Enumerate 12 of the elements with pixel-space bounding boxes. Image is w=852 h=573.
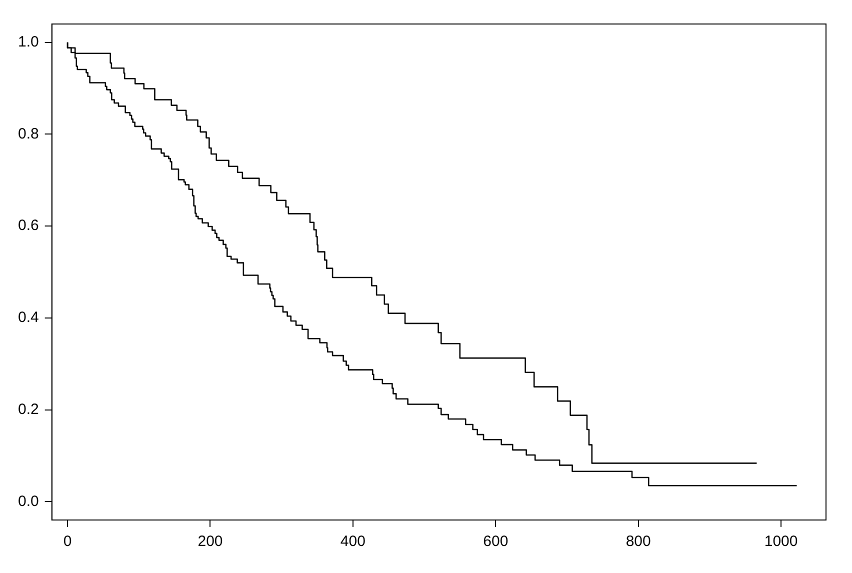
x-tick-label: 200 [198, 533, 223, 550]
y-tick-label: 1.0 [18, 34, 39, 51]
y-tick-label: 0.8 [18, 125, 39, 142]
x-tick-label: 600 [483, 533, 508, 550]
x-tick-label: 400 [340, 533, 366, 550]
y-tick-label: 0.4 [18, 309, 39, 326]
x-tick-label: 0 [63, 533, 72, 550]
x-tick-label: 800 [626, 533, 651, 550]
y-tick-label: 0.2 [18, 400, 39, 418]
y-tick-label: 0.6 [18, 217, 39, 234]
x-tick-label: 1000 [764, 533, 798, 550]
y-tick-label: 0.0 [18, 492, 39, 510]
